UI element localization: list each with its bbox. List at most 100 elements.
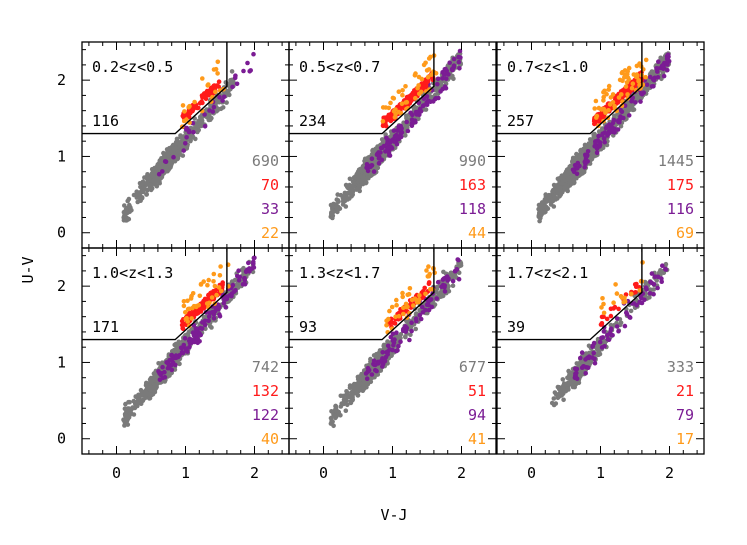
- data-point-purple: [574, 171, 580, 177]
- data-point-purple: [655, 69, 660, 74]
- data-point-purple: [596, 133, 601, 139]
- data-point-purple: [217, 94, 222, 100]
- data-point: [160, 164, 165, 170]
- data-point-orange: [433, 71, 439, 76]
- x-axis-label: V-J: [380, 506, 407, 524]
- data-point-purple: [600, 131, 605, 136]
- data-point: [582, 142, 588, 148]
- box-count: 257: [507, 112, 534, 130]
- panel-grid: 0120.2<z<0.51166907033220.5<z<0.72349901…: [57, 41, 705, 482]
- data-point-orange: [625, 69, 630, 74]
- data-point: [539, 200, 545, 205]
- data-point: [153, 178, 159, 184]
- data-point-purple: [601, 136, 607, 141]
- data-point: [178, 134, 183, 140]
- data-point-orange: [643, 57, 649, 63]
- data-point: [551, 192, 557, 198]
- sample-count: 69: [676, 224, 694, 242]
- data-point: [139, 389, 145, 394]
- data-point-red: [198, 100, 204, 105]
- data-point-purple: [233, 287, 238, 293]
- data-point-purple: [638, 99, 643, 104]
- data-point-orange: [592, 106, 597, 111]
- data-point: [347, 176, 353, 182]
- data-point: [330, 215, 335, 221]
- data-point-purple: [156, 171, 162, 177]
- data-point-purple: [405, 128, 411, 134]
- data-point-orange: [200, 76, 205, 81]
- data-point-purple: [660, 63, 665, 68]
- data-point-orange: [601, 106, 607, 112]
- data-point-purple: [444, 76, 449, 81]
- data-point-purple: [160, 364, 165, 370]
- data-point: [131, 398, 136, 404]
- data-point-orange: [417, 91, 422, 97]
- data-point: [558, 185, 563, 190]
- data-point-purple: [183, 141, 188, 146]
- data-point: [186, 329, 192, 335]
- data-point-orange: [623, 84, 629, 89]
- data-point: [618, 123, 624, 129]
- data-point-orange: [390, 95, 396, 101]
- data-point: [544, 196, 549, 201]
- data-point-purple: [629, 98, 634, 104]
- data-point-purple: [182, 336, 188, 341]
- data-point-purple: [661, 73, 667, 79]
- sample-count: 990: [459, 152, 486, 170]
- data-point-orange: [622, 75, 627, 80]
- selection-boundary: [497, 42, 643, 135]
- data-point: [124, 413, 129, 419]
- data-point-purple: [435, 81, 440, 87]
- data-point-purple: [618, 107, 623, 113]
- data-point-red: [192, 103, 198, 108]
- data-point: [148, 187, 154, 192]
- data-point-purple: [449, 66, 455, 72]
- data-point: [359, 174, 364, 179]
- data-point-orange: [629, 85, 635, 91]
- data-point: [128, 205, 133, 210]
- data-point-purple: [404, 119, 410, 125]
- data-point: [125, 198, 130, 204]
- data-point: [423, 107, 429, 112]
- data-point: [629, 104, 634, 110]
- data-point-orange: [215, 59, 221, 65]
- data-point: [375, 165, 381, 171]
- data-point-purple: [374, 152, 380, 157]
- y-tick-label: 0: [57, 224, 66, 242]
- sample-count: 33: [261, 200, 279, 218]
- data-point-purple: [456, 59, 462, 65]
- data-point-orange: [400, 92, 405, 98]
- data-point-orange: [403, 84, 408, 89]
- data-point-purple: [202, 112, 207, 117]
- data-point-orange: [413, 71, 418, 76]
- data-point-purple: [211, 316, 217, 321]
- data-point-purple: [414, 110, 420, 116]
- sample-count: 116: [667, 200, 694, 218]
- data-point-purple: [398, 123, 404, 129]
- data-point-purple: [408, 110, 414, 116]
- data-point-orange: [634, 72, 640, 77]
- data-point: [362, 168, 367, 174]
- data-point: [170, 149, 175, 155]
- data-point-red: [212, 85, 218, 91]
- sample-count: 22: [261, 224, 279, 242]
- data-point-purple: [458, 55, 463, 60]
- data-point-purple: [655, 75, 661, 80]
- data-point-red: [216, 79, 222, 84]
- data-point: [329, 211, 334, 217]
- data-point-purple: [582, 165, 587, 170]
- data-point-purple: [597, 142, 603, 148]
- data-point-purple: [385, 145, 391, 150]
- sample-count: 163: [459, 176, 486, 194]
- data-point: [359, 180, 364, 186]
- data-point-purple: [391, 128, 397, 133]
- data-point-orange: [182, 109, 187, 114]
- sample-count: 690: [252, 152, 279, 170]
- data-point-purple: [593, 144, 599, 149]
- data-point-orange: [421, 62, 427, 68]
- data-point-purple: [181, 148, 186, 153]
- data-point-purple: [210, 109, 216, 114]
- data-point-purple: [207, 310, 213, 316]
